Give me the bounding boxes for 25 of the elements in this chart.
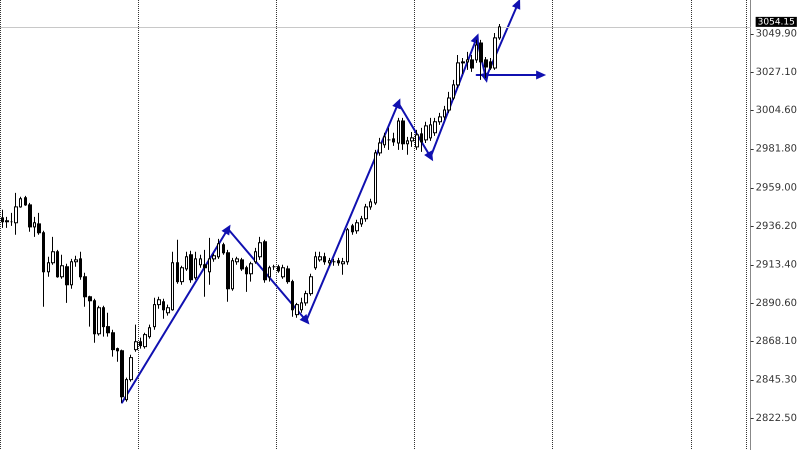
point [512,0,520,10]
candlestick [14,192,18,236]
ref-line-label: 3054.15 [758,17,795,28]
y-tick-label: 2890.60 [756,298,798,309]
candlestick [387,127,391,150]
y-tick-label: 2959.00 [756,182,798,194]
y-tick-label: 3027.10 [756,67,798,78]
point [300,314,310,325]
point [424,150,434,162]
point [470,33,480,44]
candlestick [134,324,138,352]
y-tick-label: 2981.80 [756,144,798,155]
y-tick-label: 2868.10 [756,336,798,348]
y-tick-label: 3004.60 [756,105,798,116]
y-tick-label: 2845.30 [756,374,798,386]
candlestick [355,219,359,234]
candlestick [272,264,276,270]
candlestick [189,250,193,284]
y-tick-label: 2913.40 [756,259,798,270]
y-tick-label: 2936.20 [756,220,798,232]
candlestick [332,258,336,266]
y-tick-label: 3049.90 [756,28,798,40]
candlestick [120,349,124,404]
point [392,98,401,110]
y-tick-label: 2822.50 [756,413,798,424]
